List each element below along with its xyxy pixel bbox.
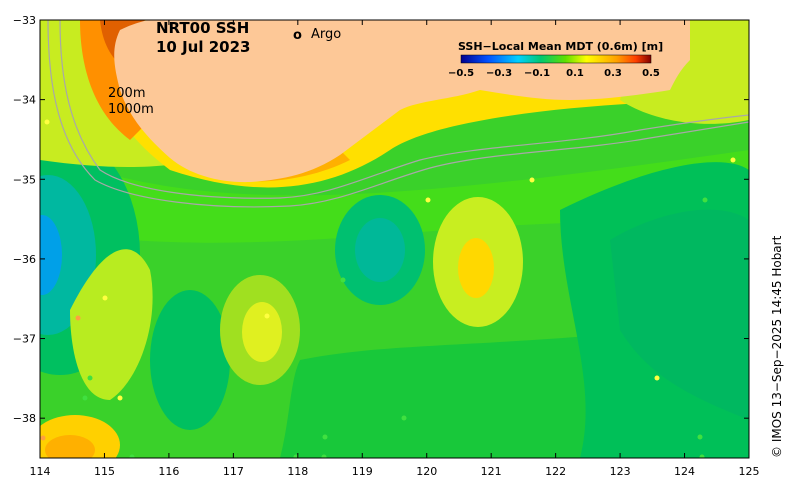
argo-float: [293, 454, 299, 458]
sc-cool-eddy: [150, 290, 230, 430]
argo-float: [699, 454, 705, 458]
x-tick-label: 115: [94, 465, 115, 478]
map-date: 10 Jul 2023: [156, 38, 250, 56]
argo-float: [321, 454, 327, 458]
y-tick-label: −35: [13, 173, 36, 186]
colorbar-tick-label: −0.3: [486, 68, 512, 79]
y-tick-label: −33: [13, 14, 36, 27]
colorbar: [460, 54, 652, 64]
x-tick-label: 120: [416, 465, 437, 478]
colorbar-tick-label: 0.3: [604, 68, 622, 79]
e119-core: [355, 218, 405, 282]
argo-float: [264, 313, 270, 319]
x-tick-label: 114: [30, 465, 51, 478]
contour-200m: [59, 20, 749, 199]
colorbar-tick-label: 0.5: [642, 68, 660, 79]
x-tick-label: 119: [352, 465, 373, 478]
credit-text: © IMOS 13−Sep−2025 14:45 Hobart: [770, 235, 784, 458]
argo-float: [654, 375, 660, 381]
plot-frame: [39, 19, 750, 459]
x-tick-label: 118: [287, 465, 308, 478]
y-tick-label: −37: [13, 333, 36, 346]
argo-float: [340, 277, 346, 283]
x-tick-label: 117: [223, 465, 244, 478]
argo-float: [82, 395, 88, 401]
sw-corner-hot: [45, 435, 95, 458]
argo-float: [129, 454, 135, 458]
argo-float: [697, 434, 703, 440]
colorbar-title: SSH−Local Mean MDT (0.6m) [m]: [458, 40, 663, 53]
x-tick-label: 122: [545, 465, 566, 478]
argo-floats: [40, 119, 736, 458]
y-axis: −33 −34 −35 −36 −37 −38: [13, 14, 749, 425]
e121-core: [458, 238, 494, 298]
argo-float: [702, 197, 708, 203]
y-tick-label: −34: [13, 94, 36, 107]
map-title: NRT00 SSH: [156, 19, 249, 37]
argo-float: [425, 197, 431, 203]
colorbar-tick-label: −0.5: [448, 68, 474, 79]
argo-float: [75, 315, 81, 321]
y-tick-label: −36: [13, 253, 36, 266]
contour-label-200m: 200m: [108, 86, 145, 101]
argo-float: [102, 295, 108, 301]
colorbar-tick-label: 0.1: [566, 68, 584, 79]
sw-warm-patch: [70, 249, 153, 400]
x-tick-label: 123: [610, 465, 631, 478]
argo-float: [44, 119, 50, 125]
argo-legend-marker: o: [293, 28, 302, 43]
argo-legend-label: Argo: [311, 27, 341, 42]
east-cool-core: [610, 209, 749, 420]
x-tick-label: 116: [158, 465, 179, 478]
colorbar-tick-label: −0.1: [524, 68, 550, 79]
x-tick-label: 121: [481, 465, 502, 478]
x-axis: 114 115 116 117 118 119 120 121 122 123 124 125: [30, 20, 760, 478]
argo-float: [87, 375, 93, 381]
argo-float: [117, 395, 123, 401]
west-eddy-core: [40, 215, 62, 295]
x-tick-label: 124: [674, 465, 695, 478]
contour-label-1000m: 1000m: [108, 102, 154, 117]
x-tick-label: 125: [739, 465, 760, 478]
contour-1000m: [47, 20, 749, 208]
argo-float: [730, 157, 736, 163]
argo-float: [40, 435, 46, 441]
c-warm-inner: [242, 302, 282, 362]
argo-float: [529, 177, 535, 183]
argo-float: [322, 434, 328, 440]
ssh-field: [40, 20, 749, 458]
colorbar-ticks: −0.5 −0.3 −0.1 0.1 0.3 0.5: [448, 68, 660, 79]
y-tick-label: −38: [13, 412, 36, 425]
argo-float: [401, 415, 407, 421]
